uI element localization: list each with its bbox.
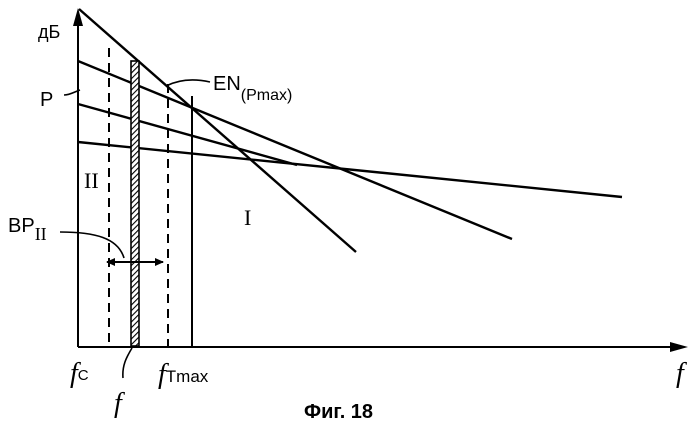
curve-en-pmax	[79, 9, 356, 252]
label-bp-sub: II	[35, 224, 47, 244]
label-ftmax: fTmax	[158, 359, 209, 390]
leader-en	[166, 80, 210, 86]
label-bp-ii: BPII	[8, 215, 47, 244]
label-bp-main: BP	[8, 215, 35, 237]
label-fc: fC	[70, 358, 89, 389]
figure-caption: Фиг. 18	[304, 401, 373, 423]
hatched-band-f	[131, 61, 139, 346]
label-p: P	[40, 89, 53, 111]
label-ftmax-sub: Tmax	[166, 367, 209, 386]
label-en-pmax: EN(Pmax)	[213, 73, 292, 104]
label-en-sub: (Pmax)	[241, 87, 293, 104]
x-axis-label: f	[676, 358, 687, 389]
label-en-main: EN	[213, 73, 241, 95]
curve-p-middle	[78, 104, 297, 165]
leader-bp	[60, 232, 124, 258]
label-f-below: f	[114, 388, 125, 419]
x-axis-arrowhead	[670, 342, 688, 352]
curve-p-lower	[78, 142, 622, 197]
label-fc-sub: C	[78, 367, 89, 384]
leader-f	[123, 348, 132, 378]
label-region-i: I	[244, 205, 251, 230]
y-axis-label: дБ	[38, 22, 60, 42]
label-region-ii: II	[84, 168, 99, 193]
curve-p-upper	[78, 61, 512, 239]
